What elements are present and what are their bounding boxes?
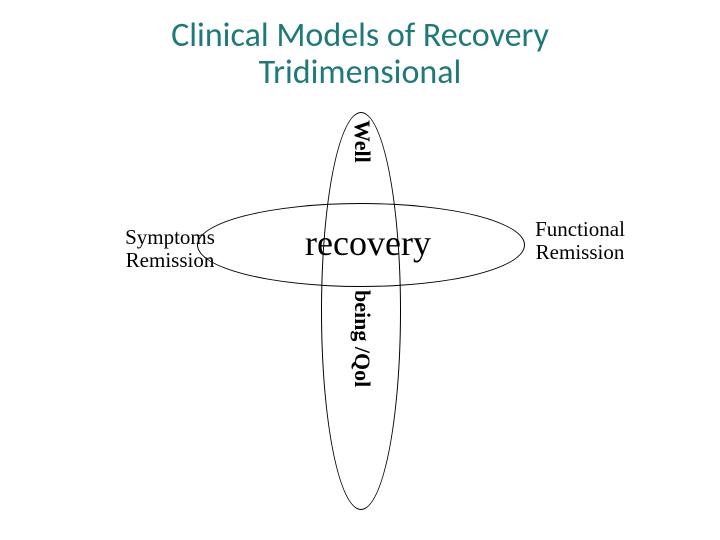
bottom-vertical-label: being /Qol — [350, 290, 374, 387]
top-vertical-label: Well — [350, 120, 374, 163]
page-title: Clinical Models of Recovery Tridimension… — [0, 18, 720, 91]
right-label: Functional Remission — [510, 218, 650, 264]
diagram-canvas: Clinical Models of Recovery Tridimension… — [0, 0, 720, 540]
left-label: Symptoms Remission — [100, 226, 240, 272]
center-label: recovery — [278, 224, 458, 264]
